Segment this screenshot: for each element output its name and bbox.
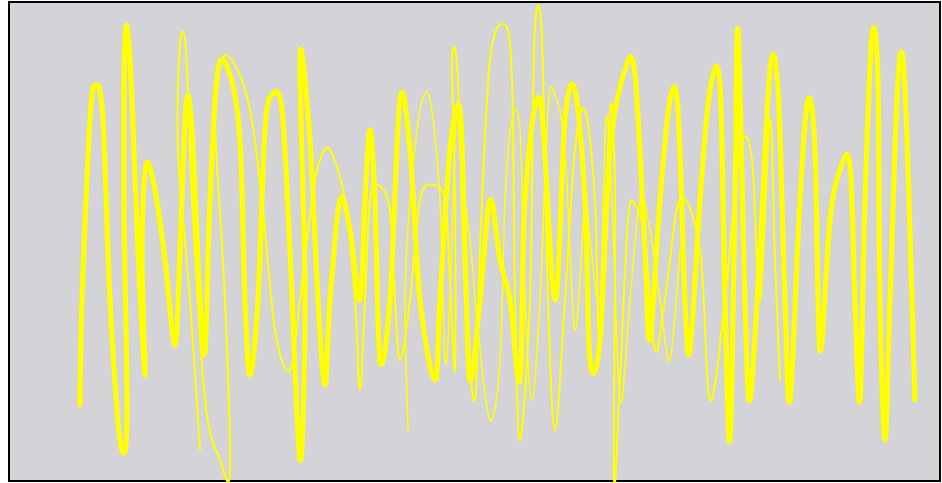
thin-stroke-2 bbox=[404, 86, 681, 431]
thick-stroke bbox=[77, 23, 918, 463]
